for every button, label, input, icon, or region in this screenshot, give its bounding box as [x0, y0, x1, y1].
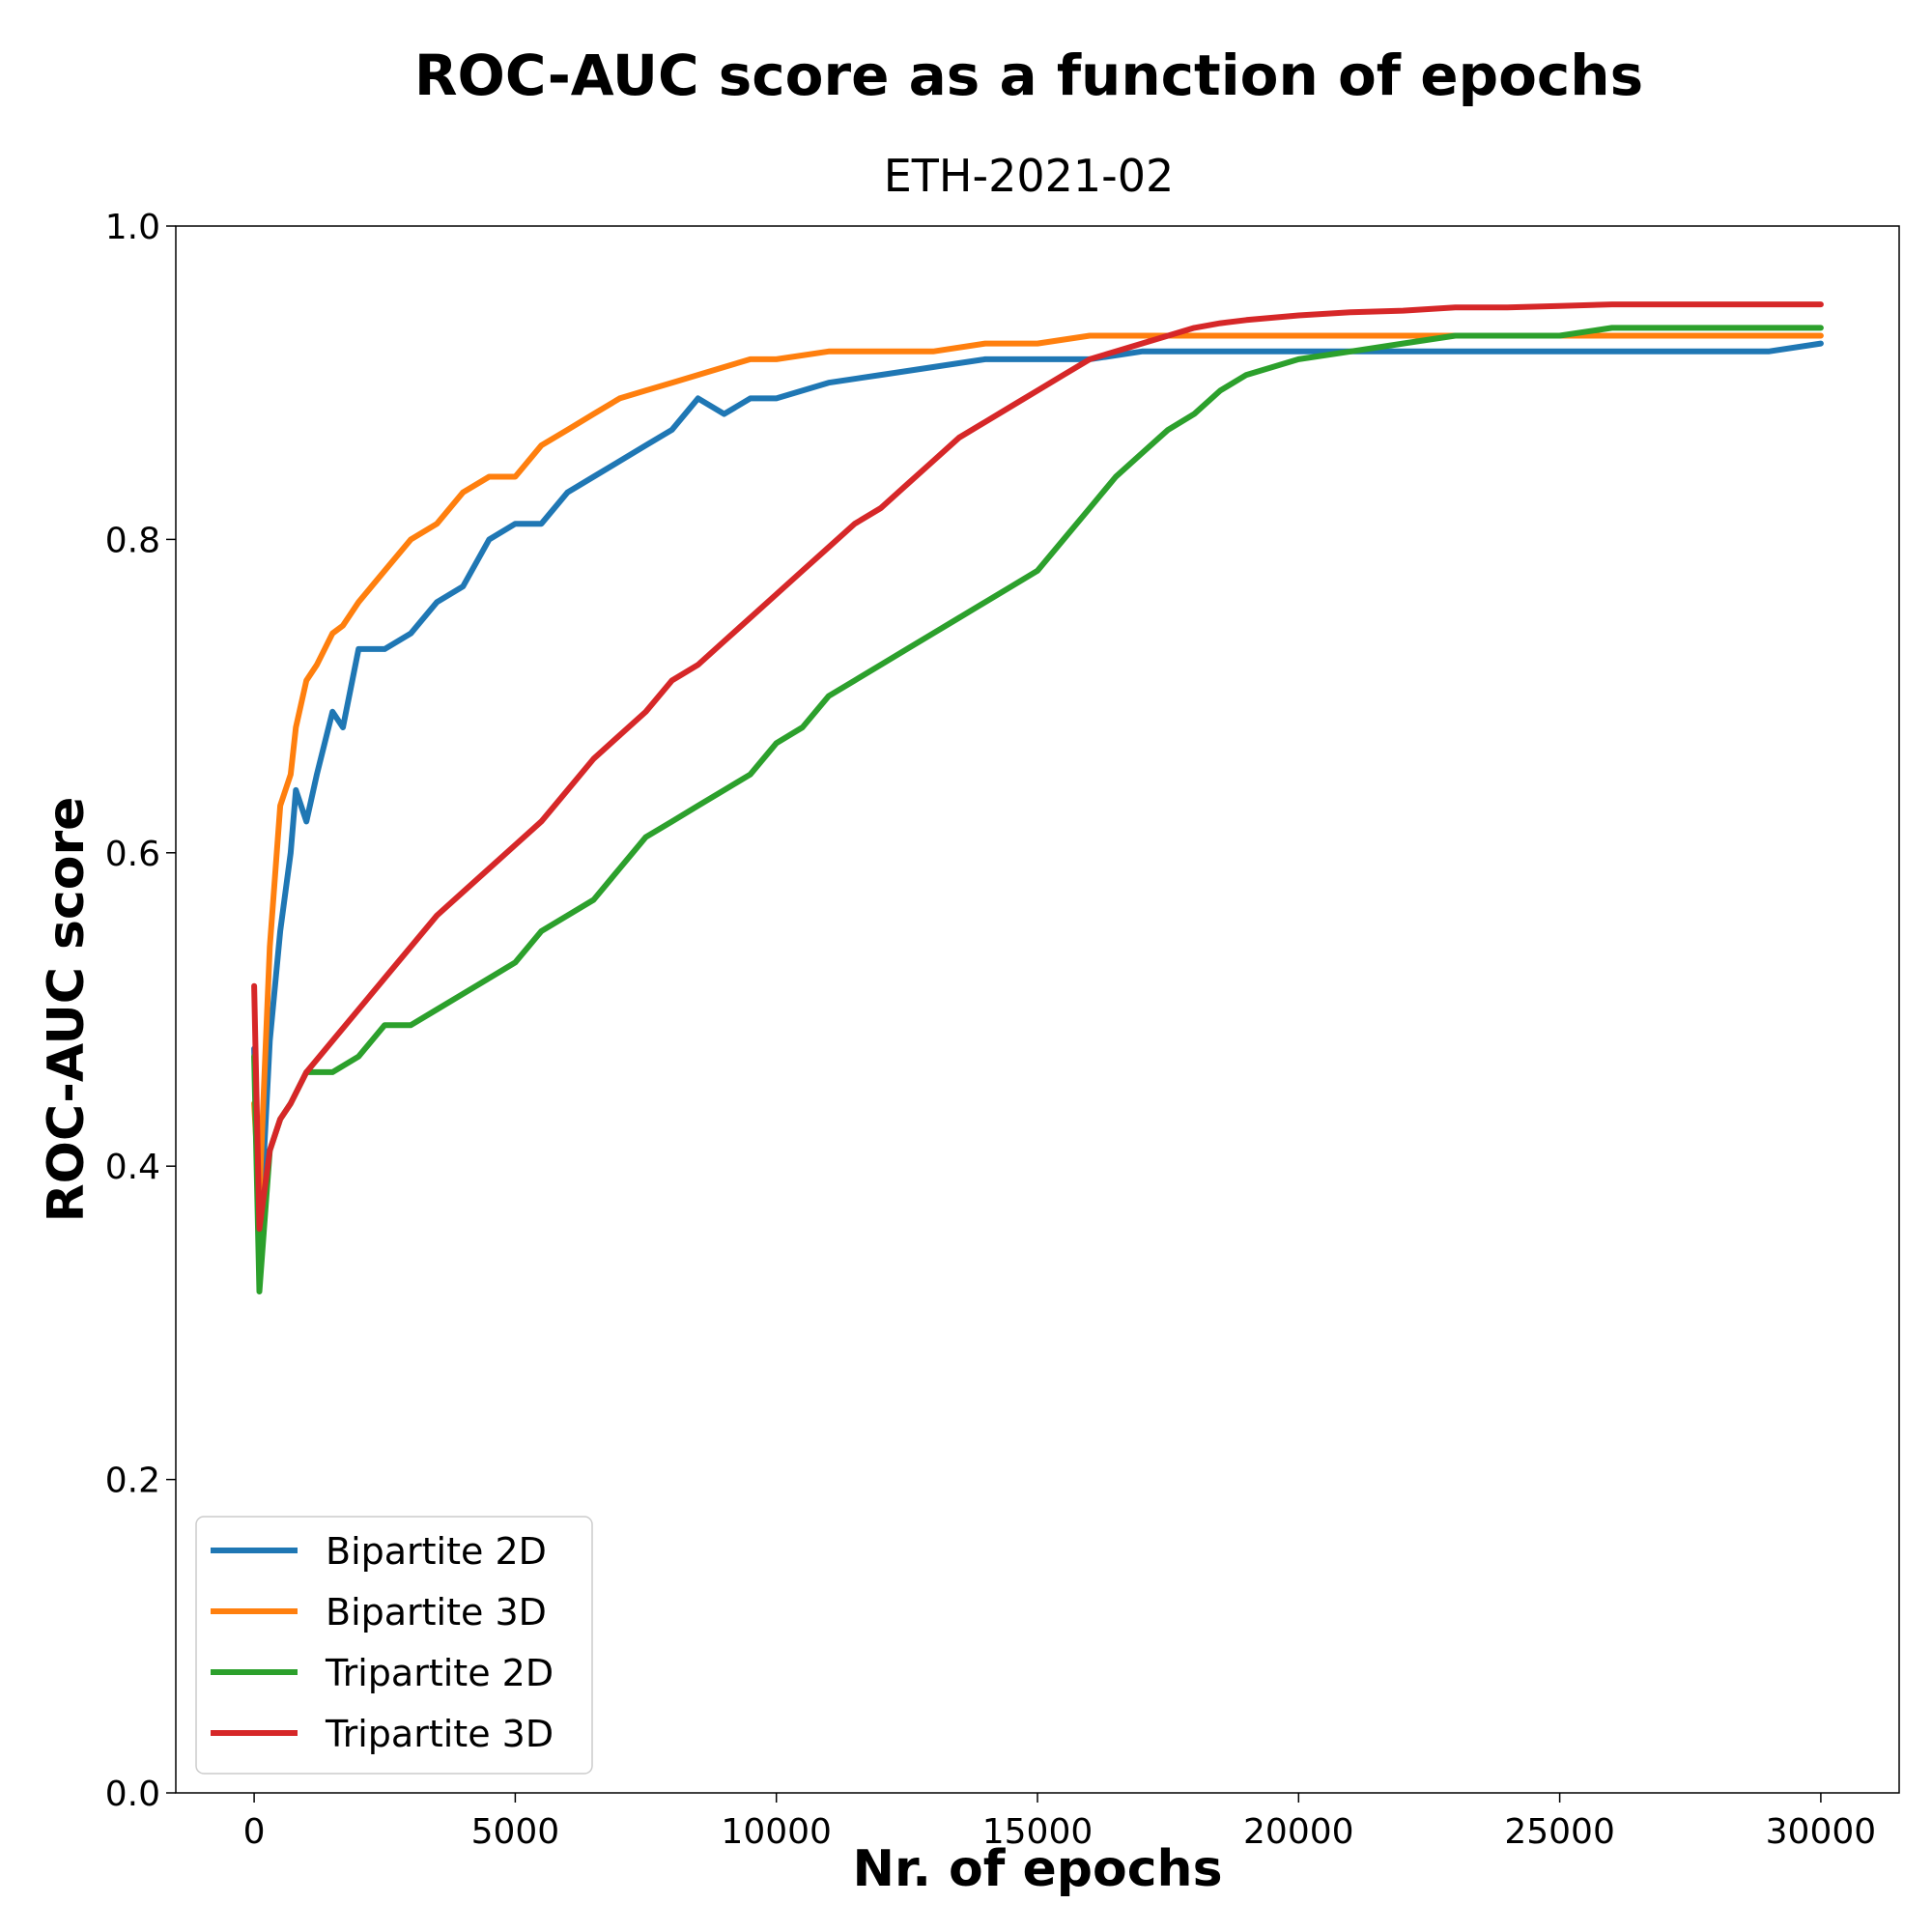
legend-label-bipartite-3d: Bipartite 3D: [326, 1591, 547, 1634]
legend-box: [195, 1516, 593, 1775]
y-tick-label: 0.8: [105, 521, 160, 560]
y-tick-label: 1.0: [105, 208, 160, 247]
x-tick-label: 10000: [721, 1812, 832, 1852]
plot-lines: [251, 301, 1824, 1294]
series-line-bipartite-3d: [251, 332, 1824, 1201]
legend-label-bipartite-2d: Bipartite 2D: [326, 1530, 547, 1573]
x-tick-label: 20000: [1243, 1812, 1354, 1852]
x-tick-label: 15000: [982, 1812, 1094, 1852]
chart-title: ROC-AUC score as a function of epochs: [414, 43, 1643, 108]
x-tick-label: 30000: [1766, 1812, 1877, 1852]
series-line-tripartite-3d: [251, 301, 1824, 1233]
x-tick-label: 5000: [471, 1812, 560, 1852]
legend-label-tripartite-3d: Tripartite 3D: [325, 1713, 554, 1755]
x-axis-ticks: 0 5000 10000 15000 20000 25000 30000: [243, 1793, 1877, 1852]
chart-subtitle: ETH-2021-02: [884, 150, 1175, 202]
y-axis-ticks: 0.0 0.2 0.4 0.6 0.8 1.0: [105, 208, 176, 1814]
y-tick-label: 0.0: [105, 1775, 160, 1814]
y-tick-label: 0.4: [105, 1148, 160, 1187]
y-tick-label: 0.6: [105, 835, 160, 874]
y-axis-label: ROC-AUC score: [38, 797, 96, 1223]
legend-label-tripartite-2d: Tripartite 2D: [325, 1652, 554, 1694]
x-tick-label: 0: [243, 1812, 266, 1852]
legend: Bipartite 2D Bipartite 3D Tripartite 2D …: [195, 1516, 593, 1775]
x-axis-label: Nr. of epochs: [852, 1840, 1222, 1898]
x-tick-label: 25000: [1504, 1812, 1615, 1852]
series-line-tripartite-2d: [251, 325, 1824, 1294]
series-line-bipartite-2d: [251, 340, 1824, 1248]
y-tick-label: 0.2: [105, 1462, 160, 1501]
